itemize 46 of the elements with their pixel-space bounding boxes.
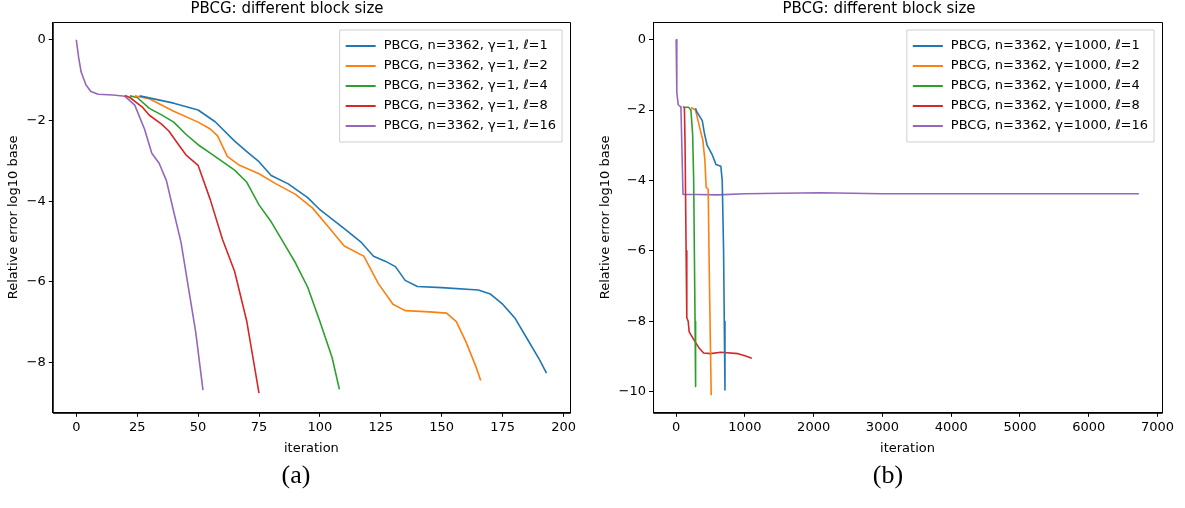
- x-tick-label: 175: [490, 418, 516, 434]
- x-tick-label: 7000: [1140, 418, 1175, 434]
- legend-label: PBCG, n=3362, γ=1000, ℓ=8: [950, 97, 1140, 113]
- x-tick-label: 3000: [865, 418, 899, 434]
- y-tick-label: −8: [626, 312, 647, 328]
- chart-title: PBCG: different block size: [782, 0, 976, 17]
- legend-label: PBCG, n=3362, γ=1, ℓ=8: [383, 97, 548, 113]
- x-tick-label: 6000: [1072, 418, 1106, 434]
- x-axis-title: iteration: [880, 439, 935, 455]
- legend-label: PBCG, n=3362, γ=1, ℓ=2: [383, 57, 548, 73]
- x-tick-label: 0: [72, 418, 81, 434]
- x-tick-label: 200: [551, 418, 576, 434]
- y-tick-label: −4: [626, 171, 647, 187]
- x-tick-label: 125: [368, 418, 394, 434]
- x-axis-title: iteration: [283, 439, 339, 455]
- x-tick-label: 1000: [728, 418, 762, 434]
- x-tick-label: 75: [250, 418, 268, 434]
- legend-label: PBCG, n=3362, γ=1000, ℓ=4: [950, 77, 1140, 93]
- chart-title: PBCG: different block size: [190, 0, 384, 17]
- y-tick-label: −10: [618, 383, 647, 399]
- legend-label: PBCG, n=3362, γ=1000, ℓ=16: [950, 117, 1149, 133]
- x-tick-label: 5000: [1003, 418, 1037, 434]
- y-tick-label: −8: [26, 354, 46, 370]
- x-tick-label: 4000: [934, 418, 968, 434]
- legend-label: PBCG, n=3362, γ=1, ℓ=4: [383, 77, 548, 93]
- legend-label: PBCG, n=3362, γ=1, ℓ=1: [383, 37, 548, 53]
- y-axis-title: Relative error log10 base: [5, 135, 21, 300]
- y-tick-label: −2: [26, 111, 46, 127]
- y-tick-label: −6: [26, 273, 46, 289]
- legend-label: PBCG, n=3362, γ=1, ℓ=16: [383, 117, 557, 133]
- y-tick-label: −2: [626, 101, 647, 117]
- text: (b): [871, 460, 905, 490]
- x-tick-label: 50: [189, 418, 207, 434]
- text: (a): [280, 460, 312, 490]
- x-tick-label: 25: [128, 418, 146, 434]
- y-tick-label: 0: [637, 30, 647, 46]
- legend-label: PBCG, n=3362, γ=1000, ℓ=1: [950, 37, 1140, 53]
- y-tick-label: −4: [26, 192, 46, 208]
- legend-label: PBCG, n=3362, γ=1000, ℓ=2: [950, 57, 1140, 73]
- y-axis-title: Relative error log10 base: [597, 135, 613, 300]
- x-tick-label: 100: [307, 418, 333, 434]
- x-tick-label: 0: [672, 418, 681, 434]
- x-tick-label: 2000: [797, 418, 831, 434]
- y-tick-label: −6: [626, 242, 647, 258]
- y-tick-label: 0: [37, 31, 46, 47]
- x-tick-label: 150: [429, 418, 455, 434]
